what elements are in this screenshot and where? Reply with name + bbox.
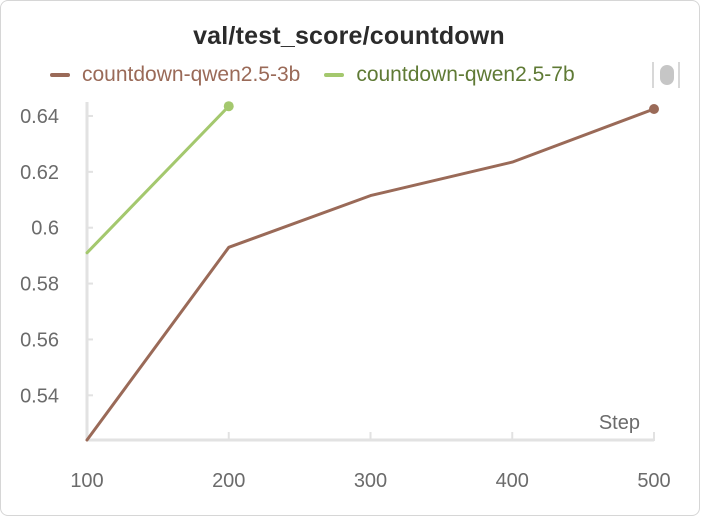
legend-swatch-qwen2.5-7b [324, 73, 345, 77]
y-tick-label: 0.54 [20, 385, 59, 407]
legend-label-qwen2.5-7b: countdown-qwen2.5-7b [356, 63, 575, 86]
x-tick-label: 100 [70, 470, 103, 492]
legend-item-qwen2.5-7b[interactable]: countdown-qwen2.5-7b [324, 63, 575, 87]
series-endpoint-qwen2.5-3b[interactable] [649, 103, 659, 114]
y-tick-label: 0.6 [31, 218, 59, 240]
x-axis-title: Step [599, 412, 640, 434]
x-tick-label: 400 [496, 470, 529, 492]
legend-toggle-knob-icon [660, 65, 674, 85]
chart-legend: countdown-qwen2.5-3b countdown-qwen2.5-7… [50, 62, 599, 88]
legend-label-qwen2.5-3b: countdown-qwen2.5-3b [82, 63, 301, 86]
y-tick-label: 0.62 [20, 162, 59, 184]
y-tick-label: 0.64 [20, 106, 59, 128]
x-tick-label: 500 [637, 470, 670, 492]
x-tick-label: 200 [212, 470, 245, 492]
chart-panel [0, 0, 700, 516]
legend-item-qwen2.5-3b[interactable]: countdown-qwen2.5-3b [50, 63, 300, 87]
series-line-qwen2.5-7b [85, 104, 231, 255]
legend-swatch-qwen2.5-3b [50, 73, 70, 77]
legend-scroll-toggle[interactable] [652, 62, 680, 88]
chart-title: val/test_score/countdown [193, 22, 505, 50]
series-endpoint-qwen2.5-7b[interactable] [223, 101, 234, 112]
y-tick-label: 0.58 [20, 274, 59, 296]
series-line-qwen2.5-3b [85, 107, 656, 442]
x-tick-label: 300 [354, 470, 387, 492]
y-tick-label: 0.56 [20, 329, 59, 351]
